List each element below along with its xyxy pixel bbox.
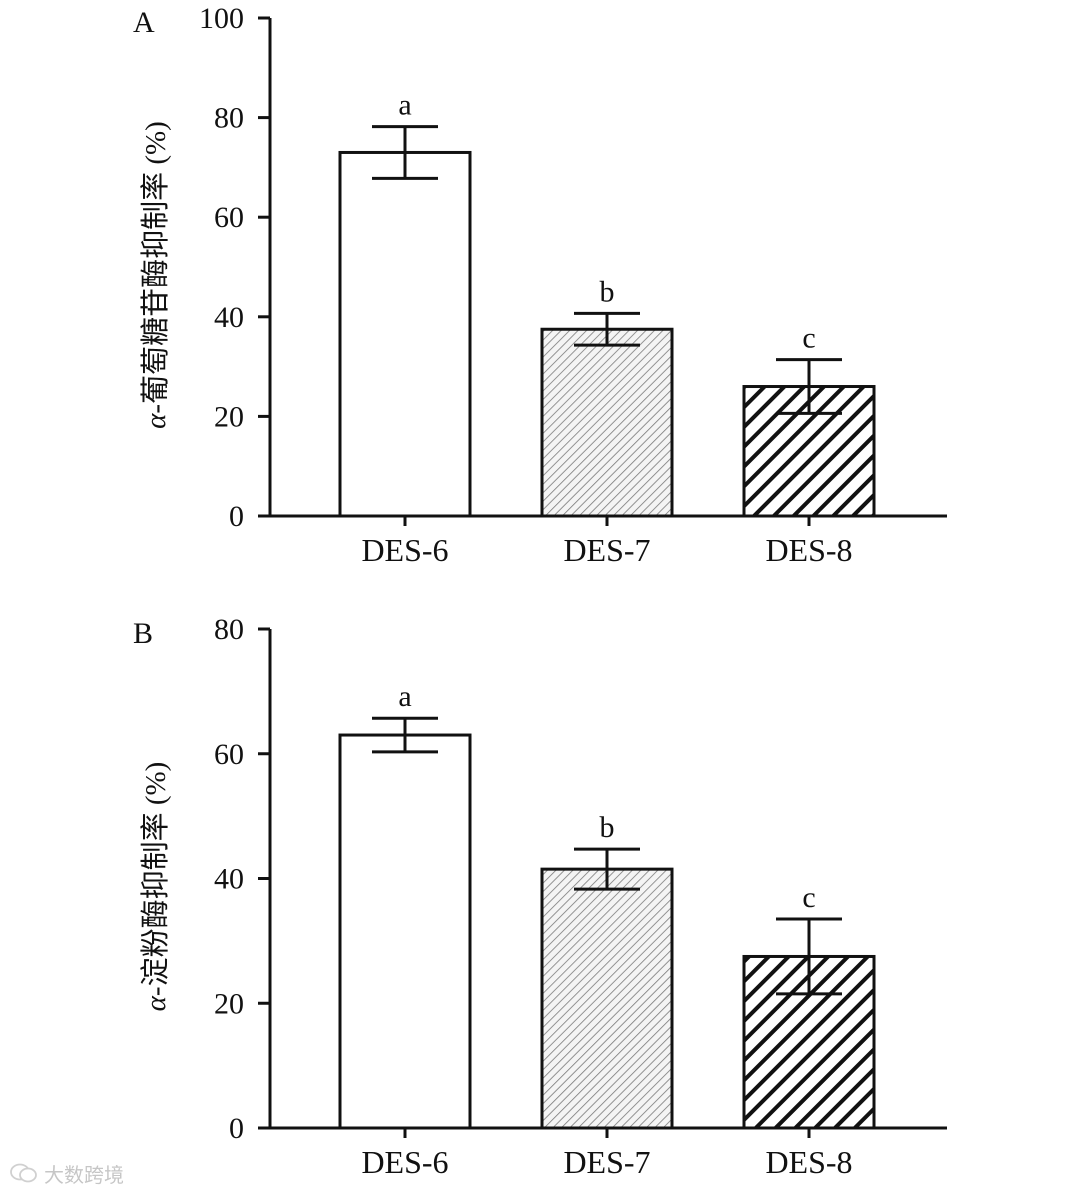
bar-des-7 xyxy=(540,867,674,1130)
y-axis-title-text: -葡萄糖苷酶抑制率 (%) xyxy=(139,121,172,413)
y-axis-title-prefix: α xyxy=(140,413,172,429)
significance-label: b xyxy=(600,275,615,308)
y-tick-label: 0 xyxy=(229,1112,244,1145)
panel-label: A xyxy=(133,6,155,39)
significance-label: c xyxy=(802,322,815,355)
significance-label: a xyxy=(398,89,411,122)
panel-label: B xyxy=(133,617,153,650)
y-tick-label: 100 xyxy=(199,2,244,35)
bar-des-7 xyxy=(540,327,674,518)
x-tick-label: DES-8 xyxy=(765,1144,852,1180)
x-tick-label: DES-7 xyxy=(563,1144,650,1180)
y-axis-title: α-葡萄糖苷酶抑制率 (%) xyxy=(139,121,172,429)
significance-label: b xyxy=(600,811,615,844)
significance-label: c xyxy=(802,881,815,914)
bar-des-6 xyxy=(338,733,472,1130)
y-tick-label: 40 xyxy=(214,301,244,334)
x-tick-label: DES-6 xyxy=(361,1144,448,1180)
significance-label: a xyxy=(398,680,411,713)
y-axis-title: α-淀粉酶抑制率 (%) xyxy=(139,762,172,1012)
wechat-logo-icon xyxy=(10,1163,37,1183)
panel-a-chart: A 0 20 40 60 80 100 α-葡萄糖苷酶抑制率 (%) a DES-6 b DES-7 c… xyxy=(133,2,947,568)
y-tick-label: 20 xyxy=(214,987,244,1020)
y-tick-label: 20 xyxy=(214,400,244,433)
y-axis-title-prefix: α xyxy=(140,995,172,1011)
y-tick-label: 60 xyxy=(214,201,244,234)
y-tick-label: 80 xyxy=(214,613,244,646)
watermark: 大数跨境 xyxy=(10,1158,124,1188)
bar-des-6 xyxy=(338,150,472,518)
y-tick-label: 40 xyxy=(214,863,244,896)
x-tick-label: DES-8 xyxy=(765,532,852,568)
x-tick-label: DES-6 xyxy=(361,532,448,568)
x-tick-label: DES-7 xyxy=(563,532,650,568)
panel-b-chart: B 0 20 40 60 80 α-淀粉酶抑制率 (%) a DES-6 b DES-7 c DES-8 xyxy=(133,613,947,1180)
watermark-text: 大数跨境 xyxy=(44,1162,124,1187)
y-tick-label: 80 xyxy=(214,102,244,135)
y-tick-label: 0 xyxy=(229,500,244,533)
y-tick-label: 60 xyxy=(214,738,244,771)
y-axis-title-text: -淀粉酶抑制率 (%) xyxy=(139,762,172,996)
